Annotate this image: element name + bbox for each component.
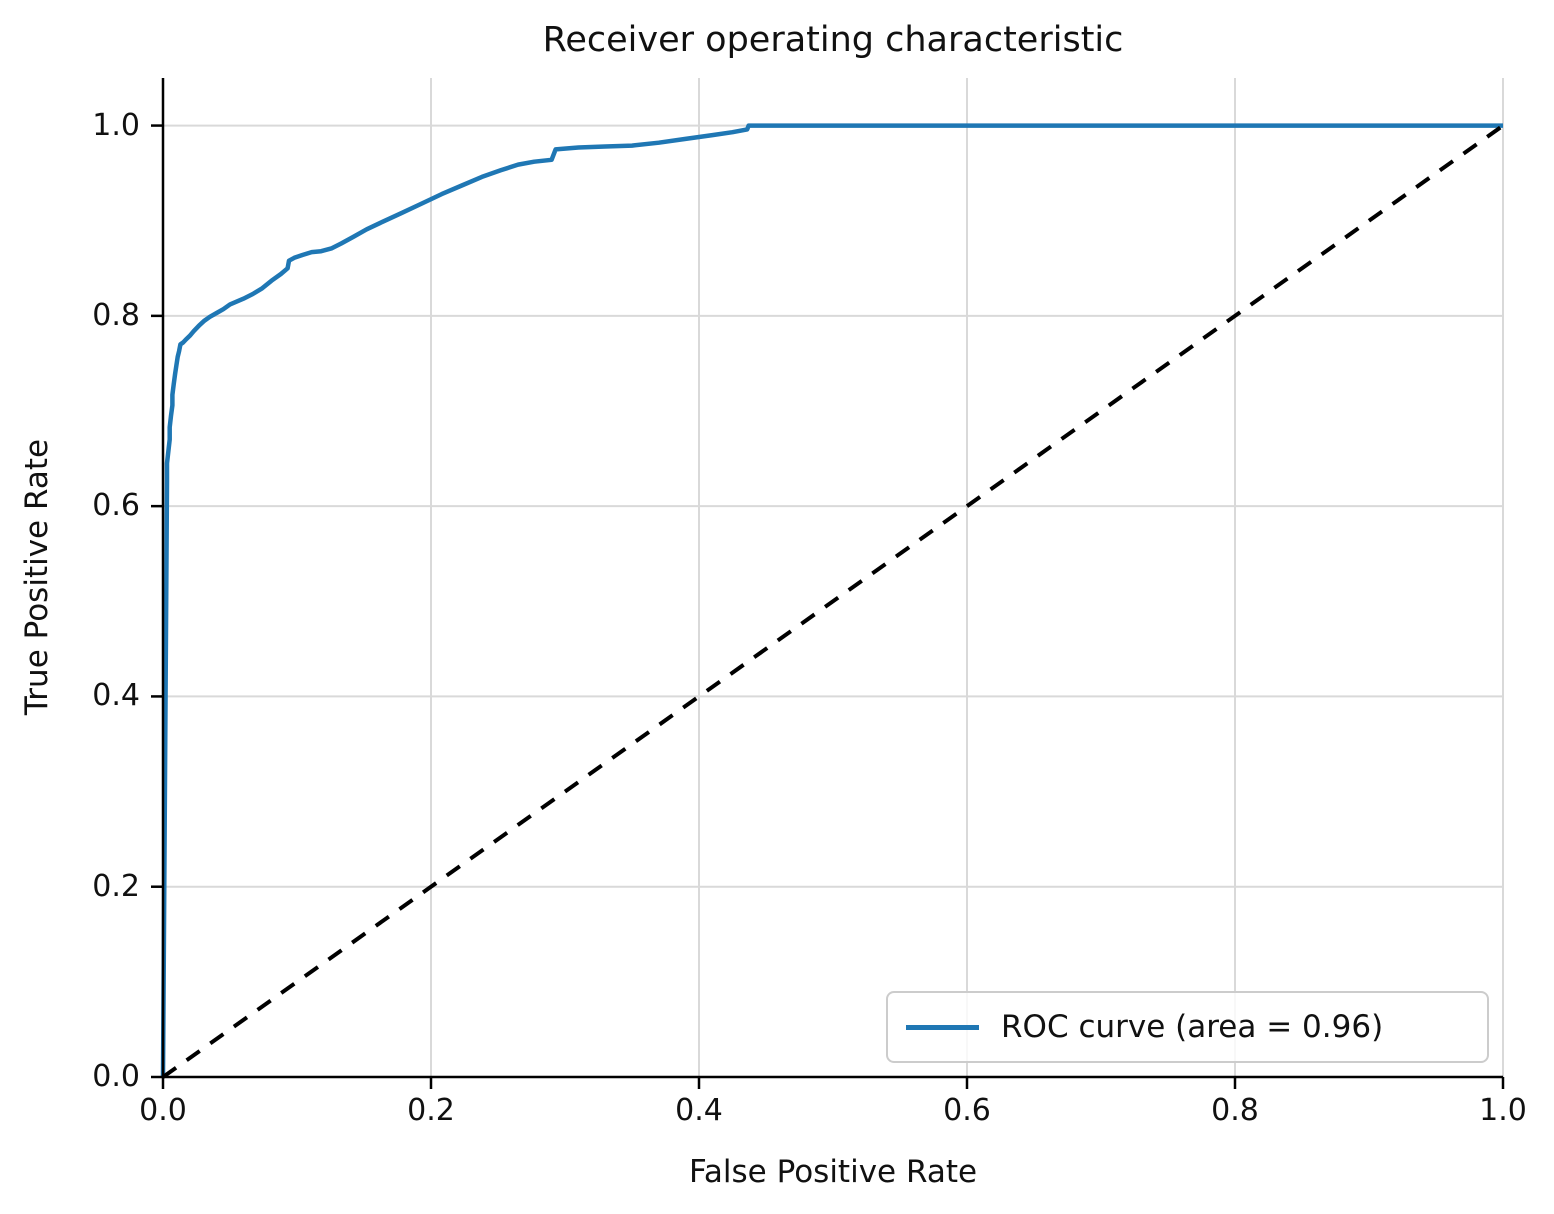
y-tick-label-0.2: 0.2 [92,868,140,904]
chart-title: Receiver operating characteristic [542,20,1124,60]
y-axis-label-text: True Positive Rate [19,438,55,716]
y-tick-label-1.0: 1.0 [92,107,140,143]
chance-diagonal-line [161,123,1505,1079]
legend-roc-label: ROC curve (area = 0.96) [1001,1009,1384,1045]
y-tick-label-0.4: 0.4 [92,678,140,714]
x-axis-label: False Positive Rate [688,1154,978,1190]
x-tick-label-1.0: 1.0 [1479,1093,1527,1128]
legend-box: ROC curve (area = 0.96) [886,991,1489,1063]
y-tick-label-0.8: 0.8 [92,297,140,333]
y-tick-label-0.6: 0.6 [92,488,140,524]
roc-curve-line [160,123,1503,1078]
x-tick-label-0.4: 0.4 [675,1093,723,1128]
legend-roc-line-sample [906,1024,979,1030]
y-tick-label-0.0: 0.0 [92,1059,140,1094]
x-tick-label-0.6: 0.6 [943,1093,991,1128]
x-tick-label-0.8: 0.8 [1211,1093,1259,1128]
x-tick-label-0.2: 0.2 [407,1093,455,1128]
x-tick-label-0.0: 0.0 [139,1093,187,1128]
